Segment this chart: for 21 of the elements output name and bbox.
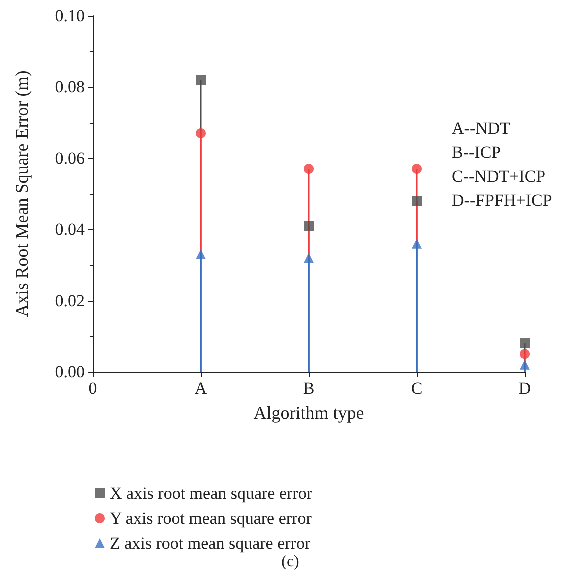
annotation: C--NDT+ICP — [452, 167, 546, 186]
annotation: D--FPFH+ICP — [452, 191, 552, 210]
y-tick-label: 0.10 — [55, 6, 85, 26]
y-axis-title: Axis Root Mean Square Error (m) — [12, 70, 32, 318]
text: (c) — [282, 554, 300, 570]
y-tick-label: 0.04 — [55, 220, 86, 240]
legend-label: Y axis root mean square error — [110, 509, 312, 528]
x-tick-label: A — [194, 379, 208, 398]
y-tick-label: 0.00 — [55, 362, 85, 382]
x-tick-label: B — [303, 379, 315, 398]
y-tick-label: 0.02 — [55, 291, 85, 310]
x-tick-label: D — [518, 379, 532, 398]
x-tick-label: 0 — [88, 379, 98, 398]
x-tick-label: C — [411, 379, 423, 398]
annotation: A--NDT — [452, 119, 512, 138]
y-tick-label: 0.06 — [55, 148, 85, 168]
legend-label: Z axis root mean square error — [110, 534, 311, 553]
y-tick-label: 0.08 — [55, 78, 85, 97]
x-axis-title: Algorithm type — [254, 403, 364, 423]
legend-label: X axis root mean square error — [110, 484, 313, 503]
annotation: B--ICP — [452, 143, 502, 162]
